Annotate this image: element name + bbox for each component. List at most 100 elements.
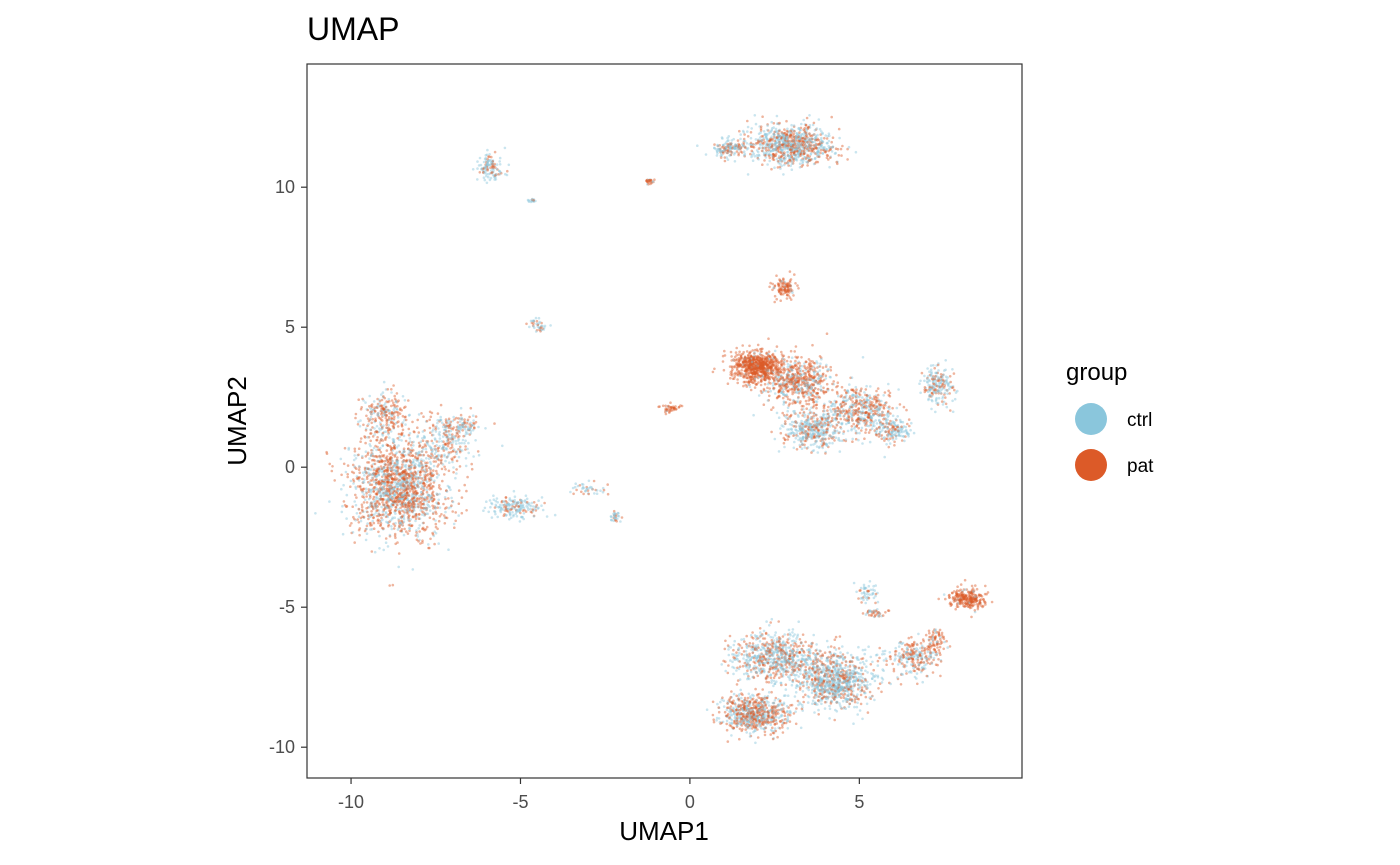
data-point-ctrl (786, 409, 789, 413)
data-point-ctrl (705, 708, 709, 711)
data-point-pat (793, 382, 797, 386)
data-point-pat (938, 628, 942, 632)
data-point-pat (798, 651, 802, 654)
data-point-ctrl (497, 505, 501, 509)
data-point-pat (748, 363, 752, 367)
data-point-ctrl (518, 505, 522, 509)
data-point-pat (388, 498, 391, 502)
data-point-pat (852, 694, 856, 698)
data-point-ctrl (766, 128, 769, 132)
data-point-ctrl (796, 633, 800, 637)
data-point-pat (468, 433, 472, 436)
data-point-pat (813, 133, 816, 136)
data-point-pat (878, 646, 881, 650)
data-point-pat (975, 587, 979, 591)
data-point-ctrl (733, 146, 737, 149)
data-point-pat (425, 467, 428, 471)
data-point-pat (798, 668, 801, 671)
data-point-ctrl (425, 480, 429, 484)
data-point-ctrl (476, 160, 479, 163)
data-point-pat (807, 358, 811, 361)
data-point-pat (408, 508, 411, 511)
data-point-pat (916, 682, 919, 686)
data-point-ctrl (802, 680, 806, 684)
data-point-ctrl (480, 167, 483, 171)
data-point-ctrl (820, 437, 823, 441)
data-point-ctrl (418, 538, 421, 542)
data-point-pat (969, 591, 973, 594)
data-point-ctrl (728, 154, 731, 157)
data-point-pat (748, 359, 752, 363)
data-point-pat (463, 483, 467, 487)
data-point-pat (898, 403, 902, 406)
data-point-ctrl (422, 459, 425, 463)
data-point-pat (407, 485, 411, 488)
data-point-pat (459, 413, 463, 417)
data-point-ctrl (856, 701, 859, 705)
data-point-ctrl (854, 150, 858, 154)
data-point-pat (799, 126, 803, 130)
data-point-ctrl (838, 702, 841, 705)
data-point-pat (749, 368, 753, 372)
data-point-pat (938, 634, 941, 637)
data-point-pat (400, 496, 403, 499)
data-point-ctrl (846, 391, 850, 394)
data-point-pat (750, 368, 753, 371)
data-point-ctrl (856, 693, 859, 696)
data-point-pat (933, 628, 936, 631)
data-point-pat (404, 488, 408, 491)
data-point-ctrl (872, 413, 876, 417)
data-point-ctrl (773, 437, 777, 441)
data-point-ctrl (796, 670, 799, 673)
data-point-ctrl (402, 461, 405, 464)
data-point-pat (745, 350, 749, 353)
data-point-pat (916, 661, 919, 664)
data-point-pat (740, 729, 743, 733)
data-point-pat (939, 640, 943, 643)
data-point-pat (787, 288, 790, 292)
data-point-pat (803, 390, 807, 394)
data-point-pat (325, 450, 328, 454)
data-point-pat (954, 599, 957, 603)
data-point-ctrl (534, 316, 538, 320)
data-point-pat (828, 680, 832, 684)
data-point-ctrl (945, 379, 948, 383)
data-point-ctrl (437, 453, 440, 457)
data-point-pat (401, 460, 405, 464)
data-point-ctrl (794, 428, 797, 431)
data-point-ctrl (503, 500, 506, 504)
data-point-ctrl (455, 452, 458, 456)
data-point-pat (782, 371, 785, 375)
data-point-ctrl (954, 391, 958, 394)
data-point-pat (779, 370, 782, 374)
data-point-ctrl (352, 482, 355, 485)
data-point-pat (836, 384, 839, 388)
data-point-pat (767, 354, 770, 357)
data-point-pat (444, 468, 447, 471)
data-point-ctrl (383, 491, 387, 495)
data-point-pat (788, 720, 792, 723)
data-point-pat (749, 367, 752, 371)
data-point-pat (440, 455, 443, 459)
data-point-pat (772, 666, 775, 670)
data-point-pat (387, 415, 391, 419)
data-point-ctrl (859, 411, 863, 414)
data-point-ctrl (742, 657, 745, 660)
data-point-pat (877, 611, 880, 614)
data-point-pat (397, 519, 401, 522)
data-point-ctrl (875, 432, 878, 436)
data-point-pat (406, 488, 409, 491)
data-point-ctrl (867, 645, 870, 648)
data-point-pat (420, 463, 424, 466)
data-point-ctrl (771, 644, 774, 648)
data-point-pat (352, 480, 356, 483)
data-point-ctrl (855, 590, 858, 594)
data-point-pat (379, 423, 383, 426)
data-point-ctrl (910, 656, 914, 660)
data-point-pat (764, 632, 768, 635)
data-point-ctrl (783, 667, 787, 671)
data-point-ctrl (851, 437, 854, 441)
data-point-pat (804, 439, 808, 443)
data-point-pat (402, 483, 405, 486)
data-point-ctrl (751, 693, 754, 697)
